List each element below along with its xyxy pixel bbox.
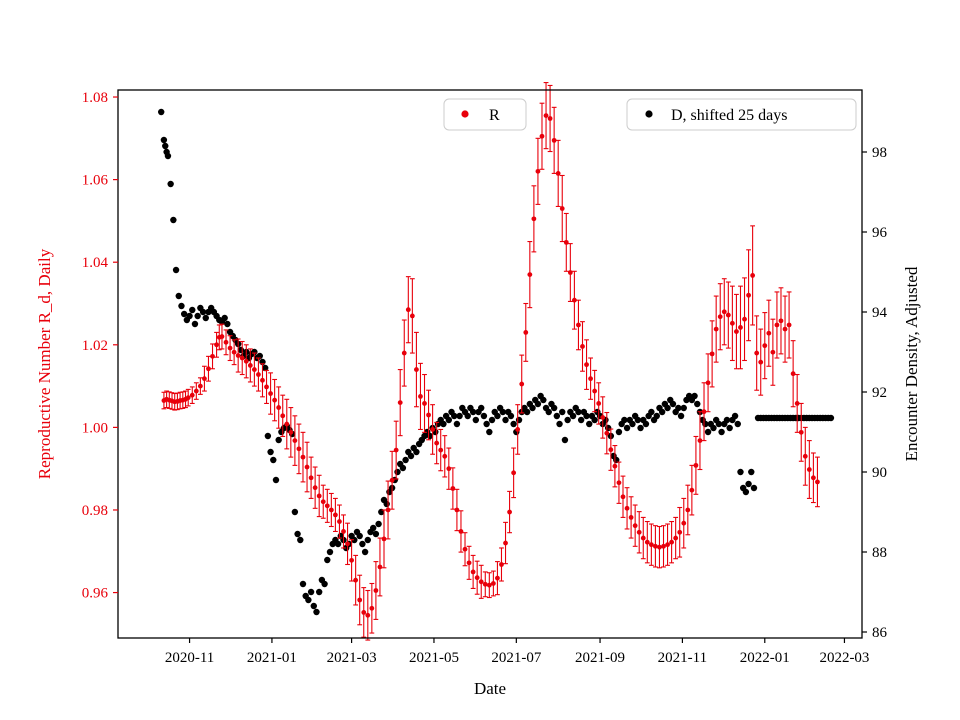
- svg-text:1.00: 1.00: [82, 420, 108, 436]
- legend-r-label: R: [489, 107, 500, 124]
- svg-text:2021-09: 2021-09: [575, 650, 625, 666]
- svg-text:0.96: 0.96: [82, 586, 109, 602]
- svg-text:86: 86: [872, 625, 888, 641]
- svg-text:88: 88: [872, 545, 887, 561]
- svg-text:1.02: 1.02: [82, 338, 108, 354]
- legend-d-box: [626, 98, 857, 131]
- svg-text:2021-03: 2021-03: [327, 650, 377, 666]
- legend-r-box: [443, 98, 527, 131]
- svg-text:2021-07: 2021-07: [491, 650, 541, 666]
- svg-text:98: 98: [872, 145, 887, 161]
- left-y-axis-label: Reproductive Number R_d, Daily: [35, 248, 54, 479]
- svg-text:1.06: 1.06: [82, 173, 109, 189]
- svg-text:96: 96: [872, 225, 888, 241]
- r-series-scatter: [161, 82, 820, 641]
- legend-d: D, shifted 25 days: [626, 98, 857, 131]
- legend-r: R: [443, 98, 527, 131]
- legend-d-label: D, shifted 25 days: [671, 107, 787, 124]
- left-axis-ticks: 0.96 0.98 1.00 1.02 1.04 1.06 1.08: [82, 90, 118, 602]
- svg-text:2021-11: 2021-11: [658, 650, 707, 666]
- x-axis-label: Date: [474, 679, 506, 698]
- svg-text:0.98: 0.98: [82, 503, 108, 519]
- x-axis-ticks: 2020-11 2021-01 2021-03 2021-05 2021-07 2021-…: [165, 638, 869, 666]
- svg-text:2022-01: 2022-01: [740, 650, 790, 666]
- d-series-scatter: [158, 108, 835, 616]
- svg-text:1.04: 1.04: [82, 255, 109, 271]
- svg-text:2021-05: 2021-05: [409, 650, 459, 666]
- svg-text:2022-03: 2022-03: [819, 650, 869, 666]
- svg-text:92: 92: [872, 385, 887, 401]
- svg-text:1.08: 1.08: [82, 90, 108, 106]
- legend-r-marker-icon: [461, 110, 469, 118]
- svg-text:2020-11: 2020-11: [165, 650, 214, 666]
- legend-d-marker-icon: [645, 110, 653, 118]
- svg-text:2021-01: 2021-01: [247, 650, 297, 666]
- right-axis-ticks: 86 88 90 92 94 96 98: [862, 145, 888, 641]
- svg-text:94: 94: [872, 305, 888, 321]
- plot-border: [117, 89, 863, 639]
- svg-text:90: 90: [872, 465, 887, 481]
- right-y-axis-label: Encounter Density, Adjusted: [902, 266, 921, 461]
